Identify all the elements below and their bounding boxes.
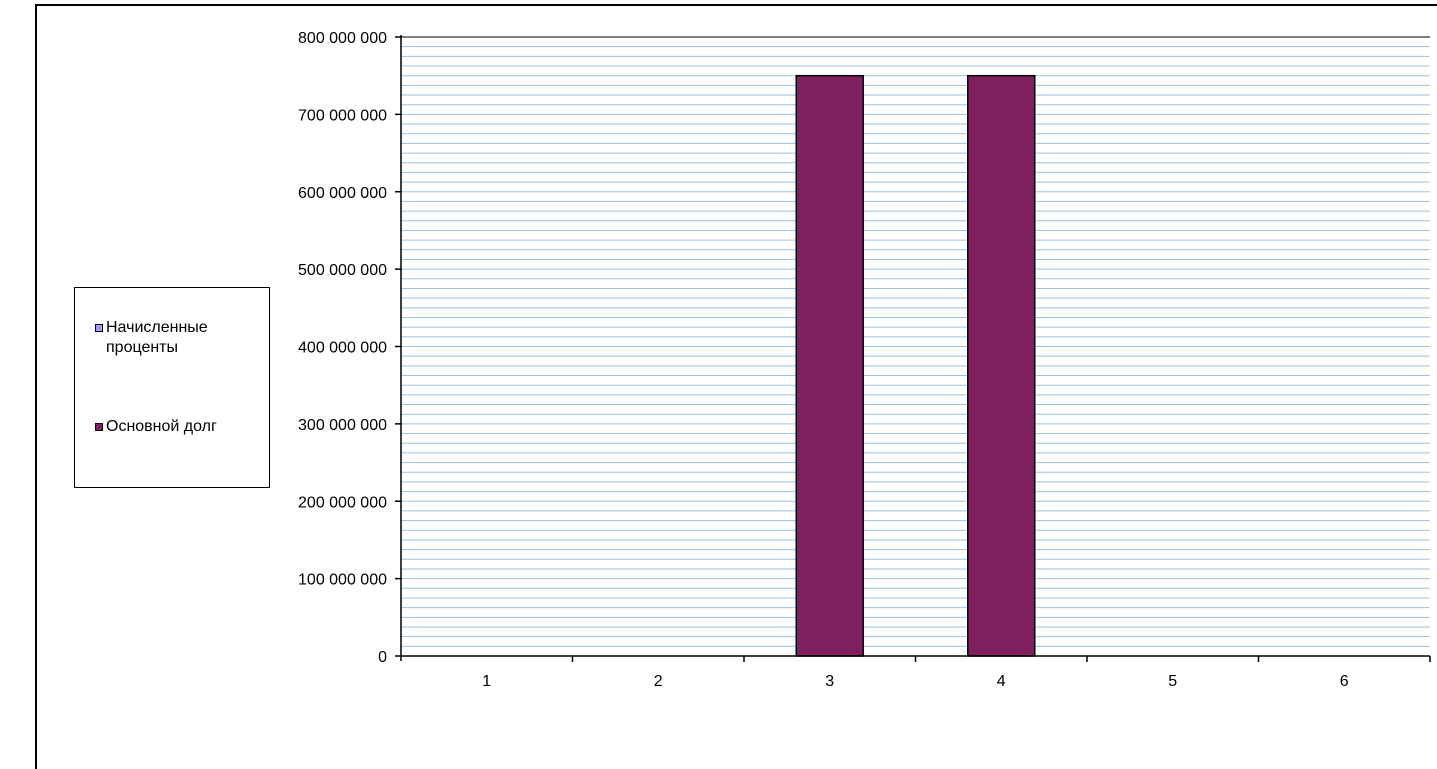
y-tick-label: 500 000 000: [298, 262, 387, 279]
legend: Начисленные проценты Основной долг: [74, 287, 270, 488]
y-tick-label: 400 000 000: [298, 340, 387, 357]
tick-labels: 0 100 000 000 200 000 000 300 000 000 400 00…: [298, 30, 1349, 690]
y-tick-label: 800 000 000: [298, 30, 387, 47]
y-tick-label: 100 000 000: [298, 572, 387, 589]
y-tick-label: 0: [378, 649, 387, 666]
legend-item-principal: Основной долг: [95, 417, 217, 437]
x-tick-label: 6: [1340, 673, 1349, 690]
x-tick-label: 2: [654, 673, 663, 690]
legend-swatch-icon: [95, 423, 103, 431]
legend-label: Основной долг: [106, 418, 217, 435]
x-tick-label: 1: [482, 673, 491, 690]
bar: [795, 74, 864, 657]
bar: [967, 74, 1036, 657]
y-tick-label: 300 000 000: [298, 417, 387, 434]
y-tick-label: 700 000 000: [298, 107, 387, 124]
legend-label: Начисленные проценты: [106, 319, 208, 356]
gridlines: [401, 36, 1430, 647]
y-tick-label: 200 000 000: [298, 494, 387, 511]
legend-swatch-icon: [95, 324, 103, 332]
y-tick-label: 600 000 000: [298, 185, 387, 202]
legend-item-interest: Начисленные проценты: [95, 318, 269, 358]
x-tick-label: 3: [825, 673, 834, 690]
x-tick-label: 5: [1168, 673, 1177, 690]
x-tick-label: 4: [997, 673, 1006, 690]
axes: [395, 35, 1431, 662]
